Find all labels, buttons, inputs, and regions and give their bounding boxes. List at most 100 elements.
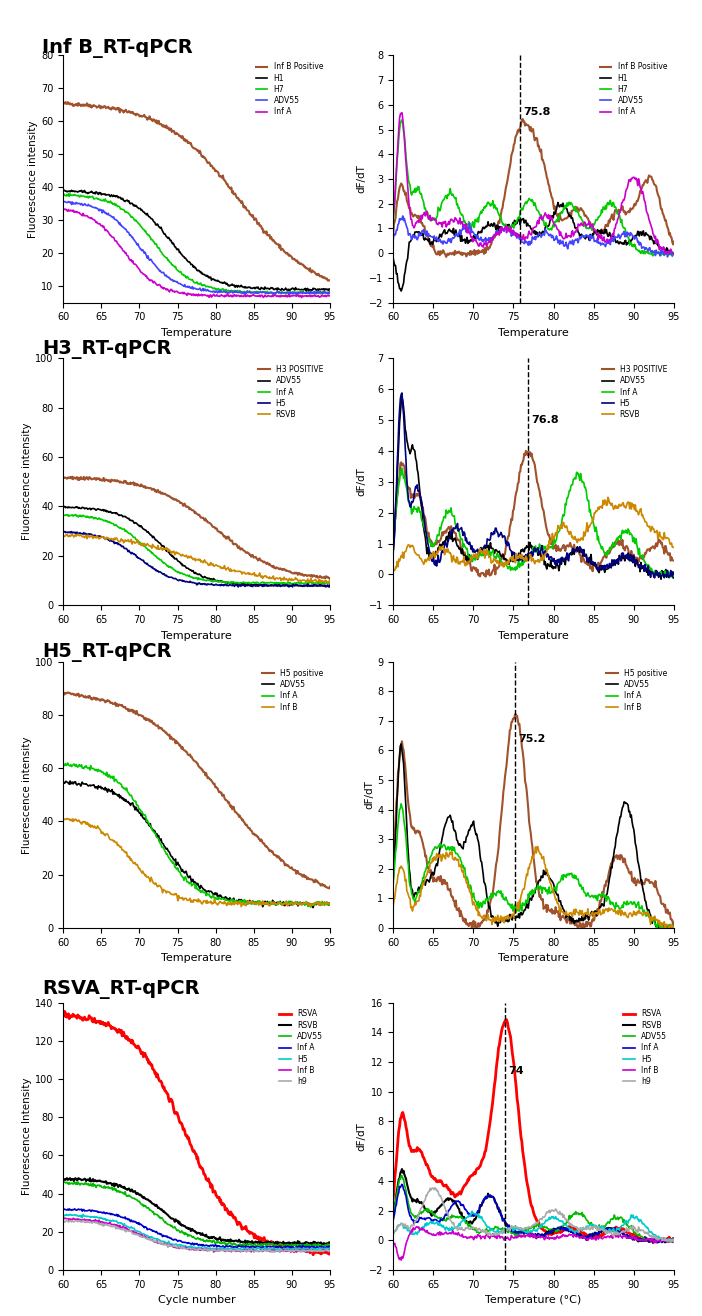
Inf A (131, 794, 139, 809)
Inf B Positive (202, 153, 211, 168)
Inf A (59, 1202, 67, 1217)
RSVB (539, 1229, 548, 1245)
H5 (659, 566, 668, 582)
Line: Inf B: Inf B (63, 819, 330, 907)
H5 (202, 1240, 211, 1255)
Inf B Positive (670, 234, 678, 250)
RSVB (555, 1221, 564, 1237)
Inf A (326, 287, 334, 303)
ADV55 (59, 499, 67, 515)
Inf A (71, 507, 79, 522)
H7 (519, 199, 528, 215)
ADV55 (326, 578, 334, 594)
h9 (202, 1242, 211, 1258)
Inf B (324, 895, 332, 911)
ADV55 (399, 208, 407, 224)
ADV55 (519, 904, 528, 920)
H3 POSITIVE (540, 508, 548, 524)
Inf A (131, 1213, 139, 1229)
ADV55 (326, 1237, 334, 1253)
ADV55 (555, 237, 564, 253)
H1 (302, 283, 310, 299)
RSVB (202, 554, 211, 570)
Inf A (658, 567, 667, 583)
ADV55 (217, 574, 225, 590)
H5 (201, 576, 210, 592)
RSVB (315, 571, 324, 587)
Inf A (555, 522, 564, 538)
Inf B Positive (659, 207, 668, 222)
RSVB (183, 549, 191, 565)
H7 (326, 284, 334, 300)
Inf B (520, 1227, 529, 1242)
Inf A (202, 1237, 211, 1253)
Inf B (216, 1242, 225, 1258)
Inf A (324, 575, 332, 591)
H5 (131, 1223, 139, 1238)
ADV55 (670, 570, 678, 586)
RSVB (465, 554, 473, 570)
H5 (658, 1232, 667, 1248)
RSVA (60, 1004, 69, 1020)
Line: ADV55: ADV55 (393, 397, 674, 579)
Inf A (59, 755, 67, 771)
h9 (217, 1241, 225, 1257)
H1 (556, 197, 564, 213)
Line: H5: H5 (63, 1215, 330, 1250)
Inf A (64, 755, 72, 771)
H1 (60, 182, 68, 197)
Line: Inf A: Inf A (63, 763, 330, 907)
Inf B (668, 1233, 676, 1249)
Inf B (316, 894, 324, 909)
H5 (234, 579, 242, 595)
ADV55 (315, 578, 324, 594)
Inf B (59, 1211, 67, 1227)
Line: Inf B Positive: Inf B Positive (393, 118, 674, 257)
Inf B Positive (61, 95, 69, 111)
Legend: H3 POSITIVE, ADV55, Inf A, H5, RSVB: H3 POSITIVE, ADV55, Inf A, H5, RSVB (255, 362, 326, 422)
Inf B (555, 904, 564, 920)
H7 (670, 245, 678, 261)
h9 (670, 1234, 678, 1250)
Line: Inf A: Inf A (393, 113, 674, 254)
Legend: H3 POSITIVE, ADV55, Inf A, H5, RSVB: H3 POSITIVE, ADV55, Inf A, H5, RSVB (599, 362, 670, 422)
Inf A (539, 209, 548, 225)
Line: H5: H5 (63, 532, 330, 587)
ADV55 (555, 894, 564, 909)
Inf A (539, 1227, 548, 1242)
RSVB (131, 536, 139, 551)
H5 (183, 1240, 191, 1255)
ADV55 (326, 895, 334, 911)
Y-axis label: dF/dT: dF/dT (356, 1121, 366, 1150)
ADV55 (324, 895, 332, 911)
Inf A (397, 796, 405, 812)
RSVB (670, 1232, 678, 1248)
ADV55 (539, 547, 548, 563)
H5 (670, 566, 678, 582)
RSVA (59, 1005, 67, 1021)
ADV55 (389, 1209, 397, 1225)
RSVA (183, 1128, 191, 1144)
ADV55 (539, 225, 548, 241)
Inf A (202, 572, 211, 588)
h9 (324, 1242, 332, 1258)
Inf A (183, 874, 191, 890)
ADV55 (389, 233, 397, 249)
H1 (539, 225, 548, 241)
RSVB (659, 532, 668, 547)
ADV55 (539, 862, 548, 878)
H5 positive (323, 879, 331, 895)
H7 (217, 282, 225, 297)
Line: RSVB: RSVB (393, 497, 674, 571)
Inf A (668, 1232, 676, 1248)
Line: Inf B: Inf B (63, 1219, 330, 1252)
Inf A (202, 288, 211, 304)
H5 positive (389, 857, 397, 873)
RSVA (326, 1245, 334, 1261)
ADV55 (131, 801, 139, 817)
ADV55 (309, 900, 317, 916)
Inf B (326, 1242, 334, 1258)
H5 positive (326, 879, 334, 895)
Legend: H5 positive, ADV55, Inf A, Inf B: H5 positive, ADV55, Inf A, Inf B (259, 666, 326, 715)
H7 (202, 279, 211, 295)
